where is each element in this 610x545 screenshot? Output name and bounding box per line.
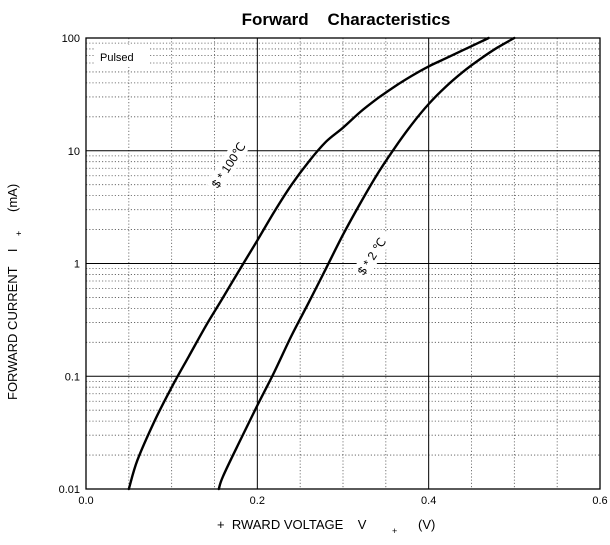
y-tick-label: 10 [68,146,80,158]
x-tick-label: 0.6 [592,495,607,507]
plot-frame [85,37,601,490]
y-axis-unit: (mA) [5,184,20,212]
y-axis-label-text: FORWARD CURRENT I [5,249,20,400]
y-axis-label: FORWARD CURRENT I + (mA) [5,184,24,400]
series-label-100c-background [206,134,252,193]
y-tick-label: 1 [74,259,80,271]
y-axis-label-subscript: + [14,231,24,236]
series-line-100c [127,36,490,491]
x-tick-label: 0.2 [250,495,265,507]
series-label-100c: $ * 100℃ [206,134,252,193]
x-axis-label-subscript: + [392,526,397,536]
series-label-2c-background [352,228,394,280]
x-axis-label-text: + RWARD VOLTAGE V [217,517,367,532]
major-grid [86,38,600,489]
y-tick-label: 0.01 [59,484,80,496]
note-background [95,45,150,67]
y-tick-label: 100 [62,33,80,45]
series-label-2c: $ * 2 ℃ [352,228,394,280]
x-axis-unit: (V) [418,517,435,532]
series-layer [127,36,516,491]
pulsed-note: Pulsed [100,52,134,64]
series-line-2c [217,36,516,491]
y-tick-label: 0.1 [65,371,80,383]
minor-grid [86,38,600,489]
x-axis-label: + RWARD VOLTAGE V + (V) [217,517,435,536]
tick-labels: 0.0 0.2 0.4 0.6 0.01 0.1 1 10 100 [59,33,608,507]
chart-title: Forward Characteristics [242,10,451,29]
x-tick-label: 0.4 [421,495,436,507]
x-tick-label: 0.0 [78,495,93,507]
